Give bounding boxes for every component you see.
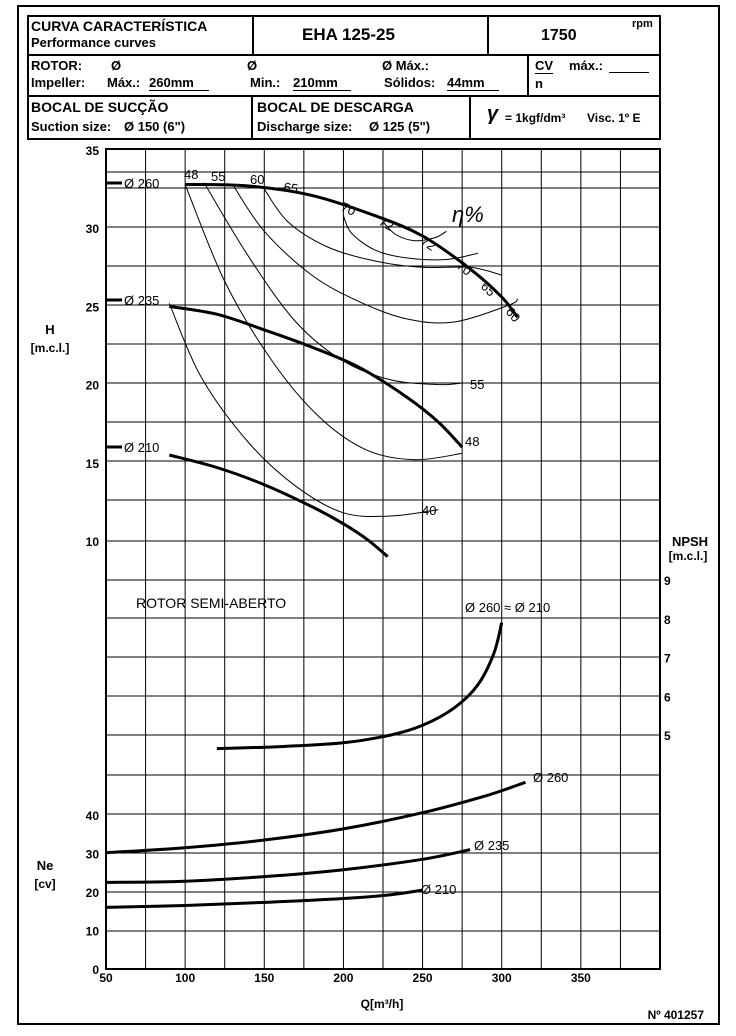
x-tick-label: 300 (492, 971, 512, 985)
x-axis-label: Q[m³/h] (361, 997, 404, 1011)
npsh-tick-label: 8 (664, 613, 671, 627)
power-tick-label: 20 (86, 886, 100, 900)
discharge-title: BOCAL DE DESCARGA (257, 99, 414, 115)
chart-grid (106, 149, 660, 969)
title-en: Performance curves (31, 35, 157, 50)
discharge-value: Ø 125 (5") (369, 119, 431, 134)
head-tick-label: 20 (86, 379, 100, 393)
density-value: = 1kgf/dm³ (505, 111, 566, 125)
efficiency-curve (232, 184, 518, 324)
diameter-symbol-2: Ø (247, 58, 258, 73)
npsh-tick-label: 7 (664, 652, 671, 666)
diameter-max-label: Ø Máx.: (382, 58, 429, 73)
speed-unit: rpm (632, 18, 653, 30)
npsh-tick-label: 6 (664, 690, 671, 704)
head-series-label: Ø 210 (124, 440, 159, 455)
max-value: 260mm (149, 75, 209, 91)
suction-title: BOCAL DE SUCÇÃO (31, 99, 169, 115)
rotor-type-annotation: ROTOR SEMI-ABERTO (136, 595, 286, 611)
head-tick-label: 30 (86, 222, 100, 236)
performance-sheet: CURVA CARACTERÍSTICA Performance curves … (17, 5, 720, 1025)
x-tick-label: 200 (333, 971, 353, 985)
npsh-series-label: Ø 260 ≈ Ø 210 (465, 600, 550, 615)
efficiency-label: 48 (184, 167, 198, 182)
efficiency-label: 65 (282, 179, 299, 196)
power-series-label: Ø 235 (474, 838, 509, 853)
efficiency-label: 65 (478, 279, 499, 300)
chart-labels: 50 100 150 200 250 300 350 10 15 20 25 30 35 5 6 7 8 9 0 10… (86, 144, 671, 985)
efficiency-label: 48 (465, 434, 479, 449)
npsh-tick-label: 5 (664, 729, 671, 743)
efficiency-label: 72 (418, 233, 438, 254)
efficiency-label: 72 (377, 214, 397, 234)
head-curve (169, 304, 464, 449)
efficiency-label: 60 (503, 304, 524, 325)
efficiency-label: 60 (250, 172, 264, 187)
power-series-label: Ø 210 (421, 882, 456, 897)
diameter-symbol-1: Ø (111, 58, 122, 73)
power-tick-label: 40 (86, 809, 100, 823)
power-tick-label: 30 (86, 848, 100, 862)
npsh-axis-unit: [m.c.l.] (669, 549, 708, 563)
head-tick-label: 10 (86, 535, 100, 549)
speed-value: 1750 (541, 27, 577, 44)
x-tick-label: 150 (254, 971, 274, 985)
power-tick-label: 0 (92, 963, 99, 977)
npsh-curve (216, 622, 504, 751)
viscosity-value: Visc. 1º E (587, 111, 641, 125)
gamma-symbol: γ (487, 103, 499, 125)
max-label: Máx.: (107, 75, 141, 90)
cv-label: CV (535, 58, 554, 74)
efficiency-label: 70 (339, 199, 358, 219)
head-axis-unit: [m.c.l.] (31, 341, 70, 355)
head-curve (185, 182, 519, 319)
rotor-label: ROTOR: (31, 58, 83, 73)
head-tick-label: 35 (86, 144, 100, 158)
power-tick-label: 10 (86, 925, 100, 939)
impeller-label: Impeller: (31, 75, 86, 90)
efficiency-symbol: η% (452, 202, 484, 227)
head-tick-label: 25 (86, 300, 100, 314)
suction-label: Suction size: (31, 119, 112, 134)
efficiency-curve (168, 303, 439, 518)
cv-max-label: máx.: (569, 58, 603, 73)
head-curve (168, 453, 389, 558)
efficiency-curve (382, 221, 447, 242)
x-tick-label: 250 (413, 971, 433, 985)
x-tick-label: 350 (571, 971, 591, 985)
npsh-tick-label: 9 (664, 574, 671, 588)
power-curve (105, 848, 471, 884)
discharge-label: Discharge size: (257, 119, 353, 134)
solids-label: Sólidos: (384, 75, 436, 90)
head-axis-label: H (45, 322, 54, 337)
min-value: 210mm (293, 75, 351, 91)
solids-value: 44mm (447, 75, 499, 91)
efficiency-curve (184, 184, 463, 461)
power-series-label: Ø 260 (533, 770, 568, 785)
cv-max-field (609, 58, 649, 73)
power-curve (105, 780, 526, 855)
min-label: Min.: (250, 75, 281, 90)
head-series-label: Ø 260 (124, 176, 159, 191)
efficiency-label: 55 (211, 169, 225, 184)
model-name: EHA 125-25 (302, 25, 395, 44)
x-tick-label: 100 (175, 971, 195, 985)
title-pt: CURVA CARACTERÍSTICA (31, 18, 208, 34)
x-tick-label: 50 (99, 971, 113, 985)
n-label: n (535, 76, 543, 91)
efficiency-label: 55 (470, 377, 484, 392)
head-tick-label: 15 (86, 457, 100, 471)
head-series-label: Ø 235 (124, 293, 159, 308)
efficiency-curve (342, 215, 479, 261)
efficiency-label: 40 (422, 503, 436, 518)
power-axis-unit: [cv] (34, 877, 55, 891)
document-number: Nº 401257 (648, 1008, 705, 1022)
npsh-axis-label: NPSH (672, 534, 708, 549)
suction-value: Ø 150 (6") (124, 119, 186, 134)
power-axis-label: Ne (37, 858, 54, 873)
plot-frame (105, 148, 661, 970)
chart-curves (105, 181, 526, 909)
power-curve (105, 888, 423, 909)
